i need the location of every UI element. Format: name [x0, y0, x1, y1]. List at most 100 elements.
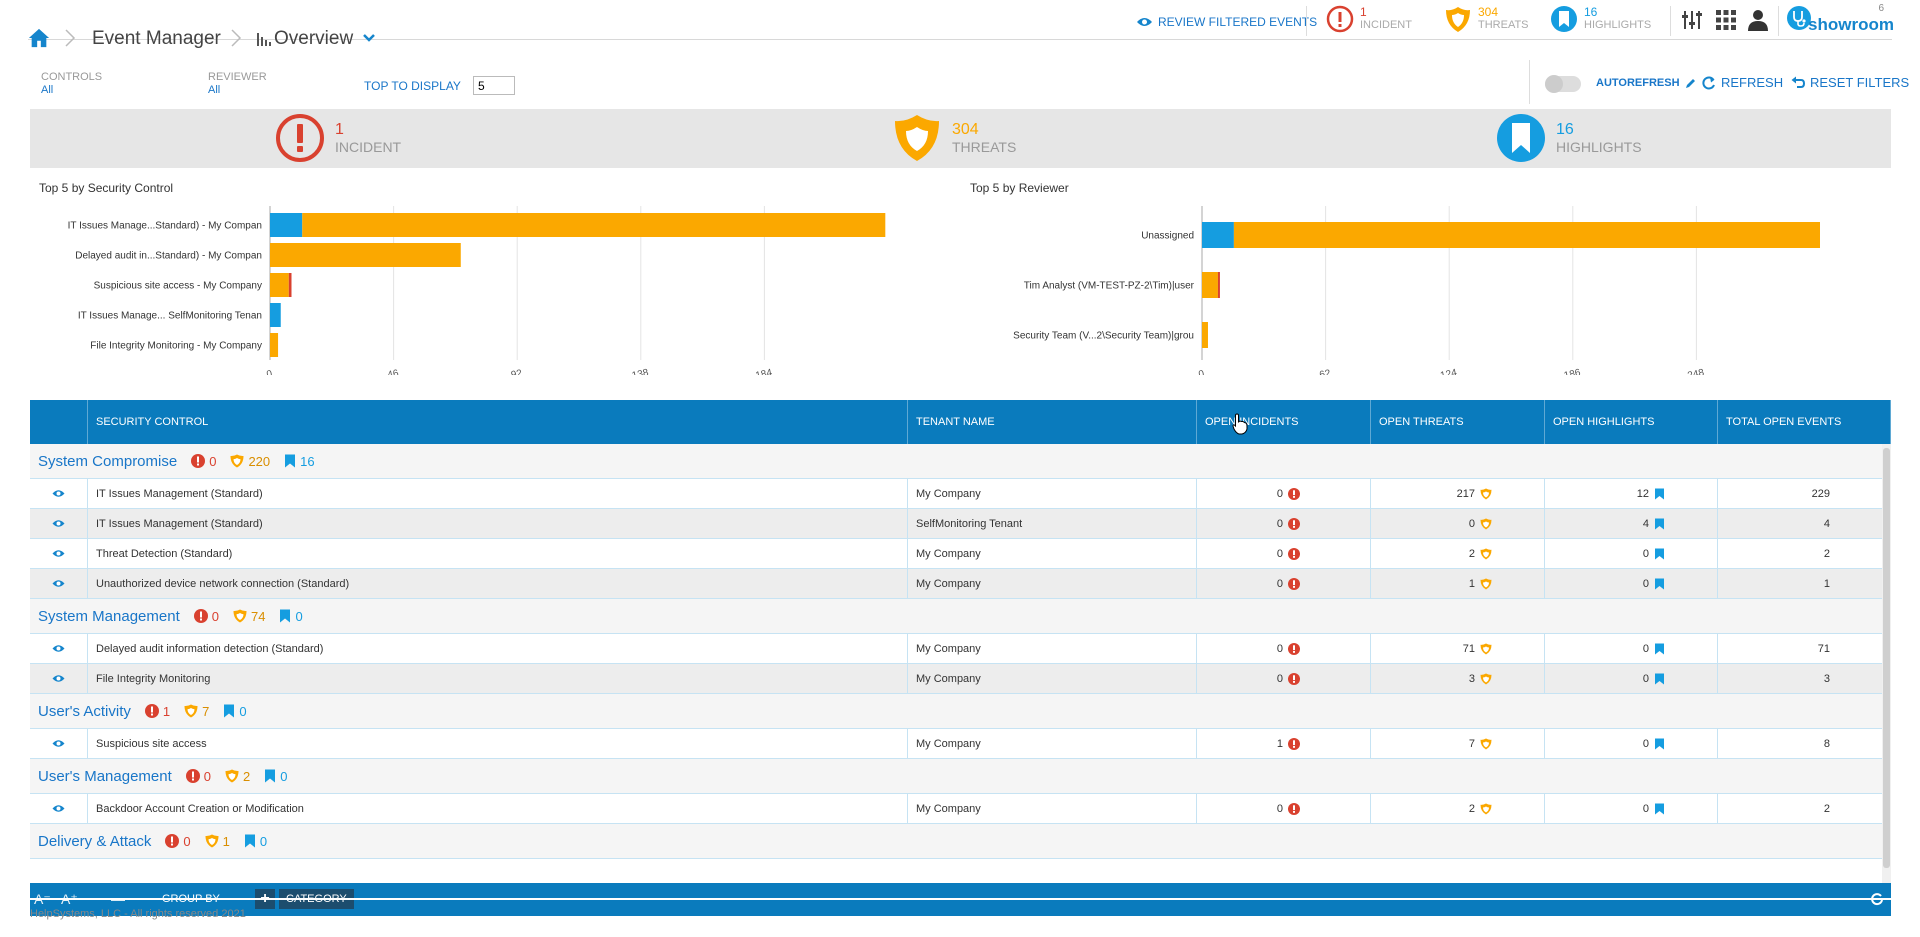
open-threats-cell[interactable]: 71: [1371, 634, 1545, 663]
category-label: Security Team (V...2\Security Team)|grou: [1013, 331, 1194, 342]
eye-icon: [52, 675, 65, 682]
table-row[interactable]: Unauthorized device network connection (…: [30, 569, 1891, 599]
table-row[interactable]: File Integrity Monitoring My Company 0 3 0 3: [30, 664, 1891, 694]
open-highlights-cell[interactable]: 0: [1545, 569, 1718, 598]
controls-filter[interactable]: CONTROLS All: [41, 71, 102, 97]
breadcrumb-app[interactable]: Event Manager: [92, 28, 221, 49]
open-highlights-value: 0: [1642, 737, 1649, 750]
grid-scrollbar[interactable]: [1882, 444, 1891, 900]
header-incident-stat[interactable]: 1 INCIDENT: [1326, 5, 1412, 33]
sliders-icon[interactable]: [1680, 8, 1704, 32]
grid-column-header[interactable]: TOTAL OPEN EVENTS: [1718, 400, 1891, 444]
open-threats-cell[interactable]: 2: [1371, 794, 1545, 823]
refresh-icon[interactable]: [1869, 891, 1885, 907]
eye-icon: [52, 580, 65, 587]
open-threats-cell[interactable]: 7: [1371, 729, 1545, 758]
open-highlights-cell[interactable]: 0: [1545, 634, 1718, 663]
view-events-button[interactable]: [30, 539, 88, 568]
table-row[interactable]: Backdoor Account Creation or Modificatio…: [30, 794, 1891, 824]
grid-column-header[interactable]: OPEN INCIDENTS: [1197, 400, 1371, 444]
open-threats-cell[interactable]: 2: [1371, 539, 1545, 568]
view-events-button[interactable]: [30, 729, 88, 758]
refresh-button[interactable]: REFRESH: [1702, 75, 1783, 90]
open-threats-cell[interactable]: 1: [1371, 569, 1545, 598]
open-highlights-cell[interactable]: 0: [1545, 729, 1718, 758]
group-incident-count: 1: [144, 704, 170, 719]
incident-icon: [165, 834, 180, 848]
open-incidents-cell[interactable]: 0: [1197, 539, 1371, 568]
open-incidents-value: 0: [1276, 517, 1283, 530]
top-to-display-input[interactable]: [472, 76, 515, 95]
open-highlights-cell[interactable]: 0: [1545, 794, 1718, 823]
breadcrumb-view[interactable]: Overview: [274, 28, 354, 49]
open-highlights-cell[interactable]: 0: [1545, 664, 1718, 693]
divider: [1670, 6, 1671, 36]
view-events-button[interactable]: [30, 479, 88, 508]
user-icon[interactable]: [1746, 8, 1770, 32]
autorefresh-control[interactable]: AUTOREFRESH: [1596, 77, 1696, 89]
open-incidents-cell[interactable]: 0: [1197, 664, 1371, 693]
view-events-button[interactable]: [30, 569, 88, 598]
shield-icon: [225, 769, 239, 783]
pencil-icon[interactable]: [1685, 78, 1696, 89]
home-icon[interactable]: [28, 27, 50, 49]
stethoscope-icon[interactable]: [1786, 5, 1812, 31]
header-threats-stat[interactable]: 304 THREATS: [1444, 5, 1529, 33]
open-incidents-value: 0: [1276, 487, 1283, 500]
bar-segment: [1202, 222, 1234, 248]
table-row[interactable]: Suspicious site access My Company 1 7 0 8: [30, 729, 1891, 759]
open-threats-cell[interactable]: 0: [1371, 509, 1545, 538]
view-events-button[interactable]: [30, 634, 88, 663]
summary-highlights[interactable]: 16 HIGHLIGHTS: [1496, 113, 1642, 163]
group-incident-count-value: 0: [209, 453, 217, 469]
table-row[interactable]: Delayed audit information detection (Sta…: [30, 634, 1891, 664]
group-incident-count: 0: [191, 454, 216, 469]
group-header-row[interactable]: System Management 0 74 0: [30, 599, 1891, 634]
shield-icon: [184, 704, 198, 718]
table-row[interactable]: Threat Detection (Standard) My Company 0 2 0…: [30, 539, 1891, 569]
grid-column-header[interactable]: TENANT NAME: [908, 400, 1197, 444]
open-incidents-cell[interactable]: 0: [1197, 634, 1371, 663]
reset-filters-button[interactable]: RESET FILTERS: [1791, 75, 1909, 90]
open-highlights-value: 0: [1642, 577, 1649, 590]
eye-icon: [52, 520, 65, 527]
view-events-button[interactable]: [30, 664, 88, 693]
group-header-row[interactable]: System Compromise 0 220 16: [30, 444, 1891, 479]
open-highlights-cell[interactable]: 4: [1545, 509, 1718, 538]
open-incidents-cell[interactable]: 0: [1197, 794, 1371, 823]
x-tick-label: 124: [1439, 367, 1458, 375]
open-incidents-cell[interactable]: 0: [1197, 509, 1371, 538]
open-incidents-cell[interactable]: 1: [1197, 729, 1371, 758]
open-threats-cell[interactable]: 217: [1371, 479, 1545, 508]
review-filtered-events-link[interactable]: REVIEW FILTERED EVENTS: [1136, 15, 1317, 29]
table-row[interactable]: IT Issues Management (Standard) My Compan…: [30, 479, 1891, 509]
grid-column-header[interactable]: OPEN THREATS: [1371, 400, 1545, 444]
divider: [1778, 6, 1779, 36]
shield-icon: [233, 609, 247, 623]
view-events-button[interactable]: [30, 794, 88, 823]
open-threats-cell[interactable]: 3: [1371, 664, 1545, 693]
autorefresh-toggle[interactable]: [1545, 75, 1581, 93]
summary-threats-count: 304: [952, 121, 979, 138]
incident-icon: [1288, 487, 1300, 500]
table-row[interactable]: IT Issues Management (Standard) SelfMonit…: [30, 509, 1891, 539]
apps-grid-icon[interactable]: [1714, 8, 1738, 32]
grid-column-header[interactable]: SECURITY CONTROL: [88, 400, 908, 444]
grid-column-header[interactable]: OPEN HIGHLIGHTS: [1545, 400, 1718, 444]
summary-incident-count: 1: [335, 121, 344, 138]
reviewer-filter[interactable]: REVIEWER All: [208, 71, 267, 97]
group-header-row[interactable]: User's Activity 1 7 0: [30, 694, 1891, 729]
open-incidents-cell[interactable]: 0: [1197, 569, 1371, 598]
header-highlights-stat[interactable]: 16 HIGHLIGHTS: [1550, 5, 1651, 33]
open-incidents-cell[interactable]: 0: [1197, 479, 1371, 508]
view-events-button[interactable]: [30, 509, 88, 538]
controls-filter-label: CONTROLS: [41, 71, 103, 83]
open-highlights-cell[interactable]: 12: [1545, 479, 1718, 508]
group-header-row[interactable]: User's Management 0 2 0: [30, 759, 1891, 794]
open-highlights-cell[interactable]: 0: [1545, 539, 1718, 568]
chevron-down-icon[interactable]: [362, 33, 376, 43]
summary-threats[interactable]: 304 THREATS: [892, 113, 1016, 163]
group-header-row[interactable]: Delivery & Attack 0 1 0: [30, 824, 1891, 859]
x-tick-label: 0: [266, 369, 274, 375]
summary-incident[interactable]: 1 INCIDENT: [275, 113, 401, 163]
